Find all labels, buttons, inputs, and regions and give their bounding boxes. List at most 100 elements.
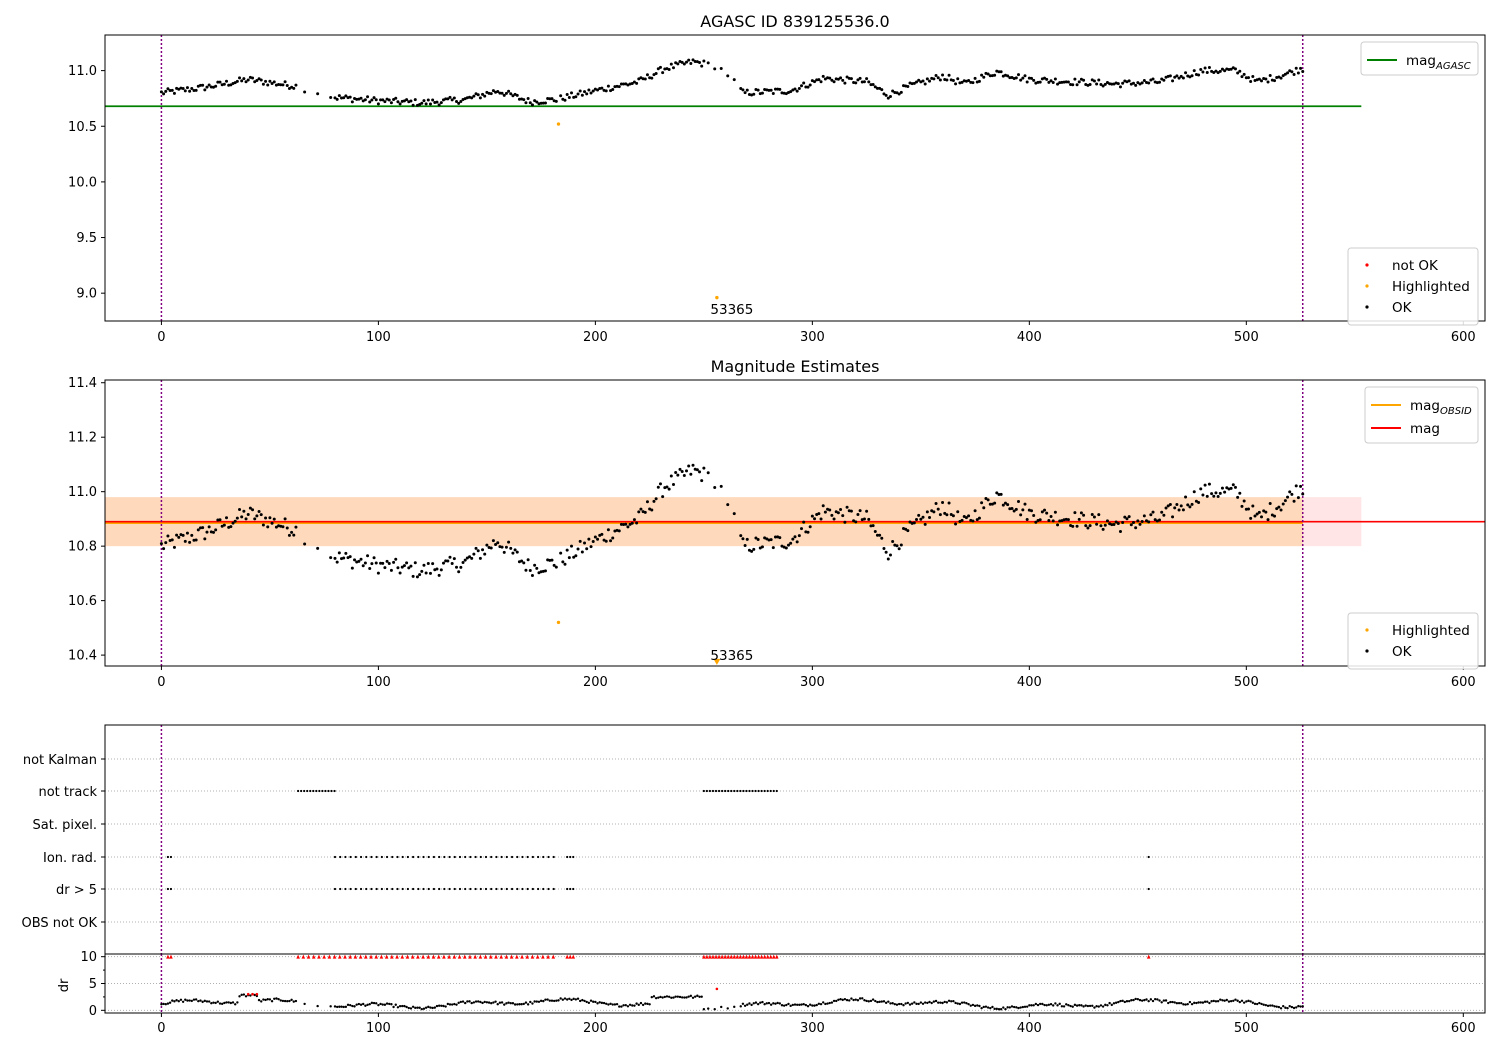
legend-frame — [1347, 247, 1479, 326]
dr-point — [934, 999, 938, 1003]
dr-point — [798, 1003, 801, 1007]
ok-point — [1073, 77, 1077, 81]
ok-point — [559, 94, 563, 98]
dr-point — [192, 998, 196, 1001]
ok-point — [370, 98, 374, 102]
dr-point — [1030, 1004, 1033, 1007]
ok-point — [795, 540, 799, 544]
ok-point — [242, 509, 246, 513]
ok-point — [680, 470, 684, 474]
dr-point — [871, 998, 875, 1001]
dr-point — [186, 999, 189, 1002]
ok-point — [1216, 71, 1220, 75]
ok-point — [348, 95, 352, 99]
ok-point — [502, 550, 506, 554]
ok-point — [400, 565, 404, 569]
dr-capped-marker — [759, 954, 764, 959]
flag-point — [724, 789, 727, 793]
ok-point — [426, 562, 430, 566]
ok-point — [882, 92, 886, 96]
dr-point — [1017, 1006, 1020, 1010]
ok-point — [773, 87, 777, 91]
ok-point — [956, 77, 960, 81]
flag-point — [306, 789, 309, 793]
ok-point — [1064, 80, 1068, 84]
ok-point — [361, 564, 365, 568]
flag-point — [547, 887, 550, 891]
ok-point — [912, 521, 916, 525]
ok-point — [1038, 80, 1042, 84]
ok-point — [869, 83, 873, 87]
ok-point — [528, 568, 532, 572]
dr-point — [568, 997, 571, 1000]
ok-point — [1151, 77, 1155, 81]
y-tick-label: 10.0 — [68, 175, 97, 190]
dr-point — [1149, 998, 1153, 1001]
dr-point — [357, 1002, 361, 1006]
ok-point — [567, 556, 571, 560]
ok-point — [873, 85, 877, 89]
dr-capped-marker — [771, 954, 776, 959]
ok-point — [552, 563, 556, 567]
ok-point — [502, 93, 506, 97]
dr-point — [264, 998, 267, 1002]
ok-point — [912, 81, 916, 85]
ok-point — [376, 571, 380, 575]
ok-point — [353, 558, 357, 562]
dr-point — [611, 1003, 614, 1006]
ok-point — [181, 86, 185, 90]
ok-point — [348, 555, 352, 559]
dr-point — [557, 999, 560, 1002]
dr-point — [1056, 1004, 1059, 1007]
dr-point — [693, 995, 697, 998]
ok-point — [1292, 499, 1296, 503]
ok-point — [1281, 502, 1285, 506]
ok-point — [218, 80, 222, 84]
dr-capped-marker — [317, 954, 321, 959]
ok-point — [669, 62, 673, 66]
ok-point — [576, 92, 580, 96]
ok-point — [611, 536, 615, 540]
ok-point — [409, 99, 413, 103]
ok-point — [255, 78, 259, 82]
dr-point — [1258, 1001, 1261, 1005]
dr-point — [804, 1003, 808, 1007]
dr-point — [303, 1002, 306, 1006]
ok-point — [405, 561, 409, 565]
ok-point — [932, 77, 936, 81]
dr-point — [487, 1001, 491, 1004]
ok-point — [810, 514, 814, 518]
dr-point — [1277, 1005, 1281, 1009]
ok-point — [244, 80, 248, 84]
dr-point — [511, 1002, 515, 1005]
ok-point — [159, 542, 163, 546]
ok-point — [871, 524, 875, 528]
dr-point — [1297, 1004, 1300, 1008]
dr-point — [212, 1001, 215, 1004]
dr-point — [897, 1002, 901, 1006]
ok-point — [752, 547, 756, 551]
dr-point — [900, 1002, 903, 1006]
dr-point — [1067, 1004, 1070, 1007]
dr-point — [761, 1000, 764, 1004]
ok-point — [1212, 494, 1216, 498]
ok-point — [1229, 486, 1233, 490]
ok-point — [585, 547, 589, 551]
dr-point — [1028, 1004, 1031, 1007]
legend-label: OK — [1392, 644, 1413, 660]
ok-point — [769, 538, 773, 542]
ok-point — [264, 79, 268, 83]
ok-point — [973, 509, 977, 513]
dr-point — [991, 1005, 994, 1009]
dr-point — [665, 995, 669, 998]
ok-point — [481, 548, 485, 552]
ok-point — [383, 100, 387, 104]
flag-point — [542, 887, 545, 891]
dr-capped-marker — [462, 954, 467, 959]
dr-not-ok-point — [715, 987, 719, 991]
flag-point — [1147, 887, 1150, 891]
ok-point — [1008, 76, 1012, 80]
ok-point — [329, 556, 333, 560]
ok-point — [619, 82, 623, 86]
ok-point — [1168, 503, 1172, 507]
